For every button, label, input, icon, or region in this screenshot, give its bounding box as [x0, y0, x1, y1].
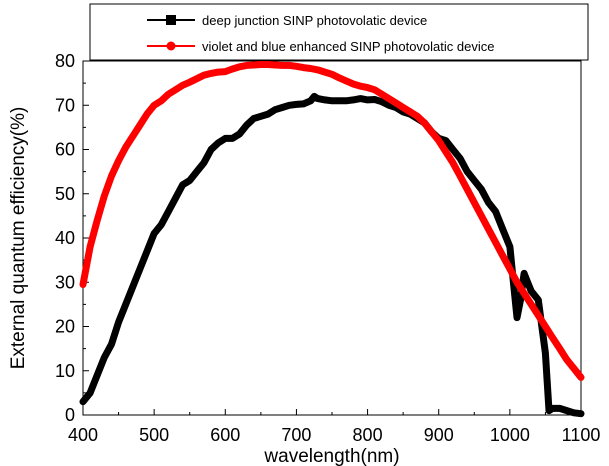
- y-axis-title: External quantum efficiency(%): [8, 107, 29, 370]
- y-tick-label: 80: [55, 51, 75, 71]
- legend: deep junction SINP photovolatic device vi…: [89, 3, 589, 61]
- x-axis-title: wavelength(nm): [263, 446, 399, 466]
- y-tick-label: 0: [65, 405, 75, 425]
- legend-marker-circle: [166, 41, 176, 51]
- y-tick-label: 30: [55, 272, 75, 292]
- x-tick-label: 700: [281, 425, 311, 445]
- legend-label-1: deep junction SINP photovolatic device: [202, 13, 427, 28]
- x-tick-label: 1000: [490, 425, 530, 445]
- legend-marker-square: [166, 15, 176, 25]
- y-tick-label: 60: [55, 140, 75, 160]
- x-tick-label: 1100: [562, 425, 601, 445]
- legend-entries: deep junction SINP photovolatic device vi…: [147, 13, 494, 54]
- series-line-1: [79, 92, 585, 418]
- y-tick-label: 20: [55, 317, 75, 337]
- y-tick-label: 40: [55, 228, 75, 248]
- x-tick-label: 400: [68, 425, 98, 445]
- x-tick-label: 900: [424, 425, 454, 445]
- y-tick-label: 70: [55, 95, 75, 115]
- legend-label-2: violet and blue enhanced SINP photovolat…: [202, 39, 494, 54]
- x-tick-label: 500: [139, 425, 169, 445]
- series-layer: [79, 61, 585, 418]
- x-tick-label: 800: [353, 425, 383, 445]
- series-line-2: [79, 61, 585, 381]
- axis-tick-labels: 400 500 600 700 800 900 1000 1100 0 10 20 30 40 50 60 7…: [55, 51, 600, 445]
- x-tick-label: 600: [210, 425, 240, 445]
- y-tick-label: 50: [55, 184, 75, 204]
- y-tick-label: 10: [55, 361, 75, 381]
- legend-box: [89, 3, 589, 61]
